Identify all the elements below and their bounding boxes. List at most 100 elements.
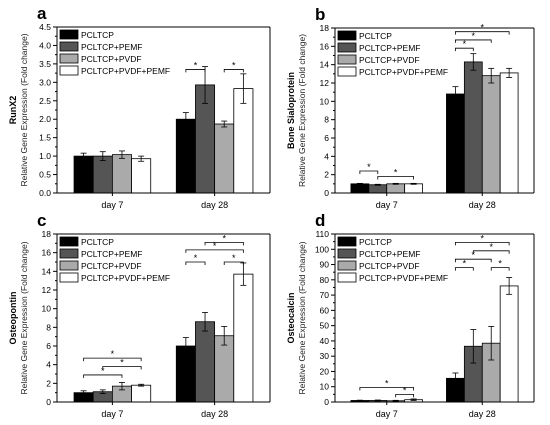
bar [111, 154, 132, 194]
bar [404, 183, 423, 194]
legend-swatch [59, 236, 79, 247]
bar [463, 61, 483, 194]
legend-swatch [337, 248, 357, 259]
y-axis-gene-label: Osteocalcin [286, 292, 296, 343]
significance-bracket [395, 393, 415, 398]
x-tick-label: day 28 [469, 409, 496, 419]
y-tick-label: 2 [324, 170, 329, 180]
legend-swatch [337, 30, 357, 41]
significance-bracket [223, 261, 244, 265]
significance-bracket [454, 258, 492, 263]
significance-star: * [463, 259, 467, 269]
y-tick-label: 10 [320, 382, 330, 392]
bar [233, 273, 254, 403]
y-axis-label: Relative Gene Expression (Fold change) [297, 34, 307, 187]
legend-label: PCLTCP [81, 30, 114, 40]
y-tick-label: 2.5 [39, 96, 51, 106]
bar [131, 158, 152, 194]
bar [368, 184, 388, 194]
significance-bracket [185, 69, 206, 73]
legend-label: PCLTCP [359, 31, 392, 41]
bar [499, 285, 519, 403]
panel-c: c Osteopontin Relative Gene Expression (Fo… [8, 211, 271, 419]
significance-star: * [194, 60, 198, 70]
y-tick-label: 0 [46, 397, 51, 407]
significance-star: * [472, 250, 476, 260]
significance-star: * [194, 253, 198, 263]
legend-swatch [337, 42, 357, 53]
y-tick-label: 6 [46, 341, 51, 351]
y-tick-label: 30 [320, 351, 330, 361]
panel-b: b Bone Sialoprotein Relative Gene Expressi… [286, 5, 535, 210]
legend-swatch [59, 248, 79, 259]
y-tick-label: 14 [42, 266, 52, 276]
y-tick-label: 18 [320, 23, 330, 33]
significance-bracket [204, 242, 244, 246]
legend-label: PCLTCP+PVDF [81, 261, 142, 271]
y-tick-label: 3.5 [39, 59, 51, 69]
significance-bracket [454, 39, 492, 43]
significance-star: * [367, 162, 371, 172]
panel-label: a [37, 4, 47, 23]
significance-star: * [472, 31, 476, 41]
significance-bracket [454, 47, 474, 52]
y-tick-label: 0.5 [39, 170, 51, 180]
legend-label: PCLTCP+PVDF [81, 54, 142, 64]
significance-bracket [83, 357, 142, 362]
y-tick-label: 14 [320, 60, 330, 70]
y-tick-label: 90 [320, 260, 330, 270]
bar [481, 75, 501, 194]
y-tick-label: 12 [42, 285, 52, 295]
bar [233, 88, 254, 194]
legend-label: PCLTCP+PVDF [359, 261, 420, 271]
y-tick-label: 4 [46, 360, 51, 370]
significance-star: * [481, 233, 485, 243]
significance-bracket [454, 242, 510, 246]
y-tick-label: 18 [42, 229, 52, 239]
legend-swatch [59, 65, 79, 76]
significance-bracket [359, 387, 415, 391]
y-tick-label: 0.0 [39, 188, 51, 198]
bar [73, 155, 94, 194]
legend-swatch [337, 66, 357, 77]
legend-label: PCLTCP+PVDF+PEMF [81, 273, 170, 283]
significance-bracket [377, 176, 415, 180]
y-tick-label: 40 [320, 336, 330, 346]
legend-swatch [337, 260, 357, 271]
x-tick-label: day 7 [376, 200, 398, 210]
bar [446, 93, 465, 194]
significance-bracket [472, 250, 510, 254]
panel-label: d [315, 211, 325, 230]
significance-bracket [490, 267, 510, 271]
bar [499, 72, 519, 194]
bar [195, 321, 216, 403]
y-tick-label: 100 [315, 244, 329, 254]
legend-swatch [59, 272, 79, 283]
y-tick-label: 8 [46, 322, 51, 332]
legend-swatch [59, 29, 79, 40]
y-tick-label: 10 [42, 304, 52, 314]
y-tick-label: 80 [320, 275, 330, 285]
legend-swatch [337, 54, 357, 65]
bar [214, 123, 235, 194]
panel-label: b [315, 5, 325, 24]
significance-bracket [223, 69, 244, 73]
y-tick-label: 4.0 [39, 40, 51, 50]
y-tick-label: 6 [324, 133, 329, 143]
y-tick-label: 70 [320, 290, 330, 300]
y-tick-label: 0 [324, 397, 329, 407]
significance-bracket [185, 261, 206, 265]
x-tick-label: day 7 [101, 409, 123, 419]
legend-label: PCLTCP+PVDF+PEMF [359, 67, 448, 77]
significance-star: * [232, 60, 236, 70]
legend-label: PCLTCP [81, 237, 114, 247]
bar [386, 183, 406, 194]
y-tick-label: 2.0 [39, 114, 51, 124]
x-tick-label: day 28 [201, 200, 228, 210]
significance-star: * [213, 241, 217, 251]
significance-star: * [222, 233, 226, 243]
significance-star: * [498, 259, 502, 269]
y-tick-label: 50 [320, 321, 330, 331]
significance-bracket [83, 374, 123, 378]
